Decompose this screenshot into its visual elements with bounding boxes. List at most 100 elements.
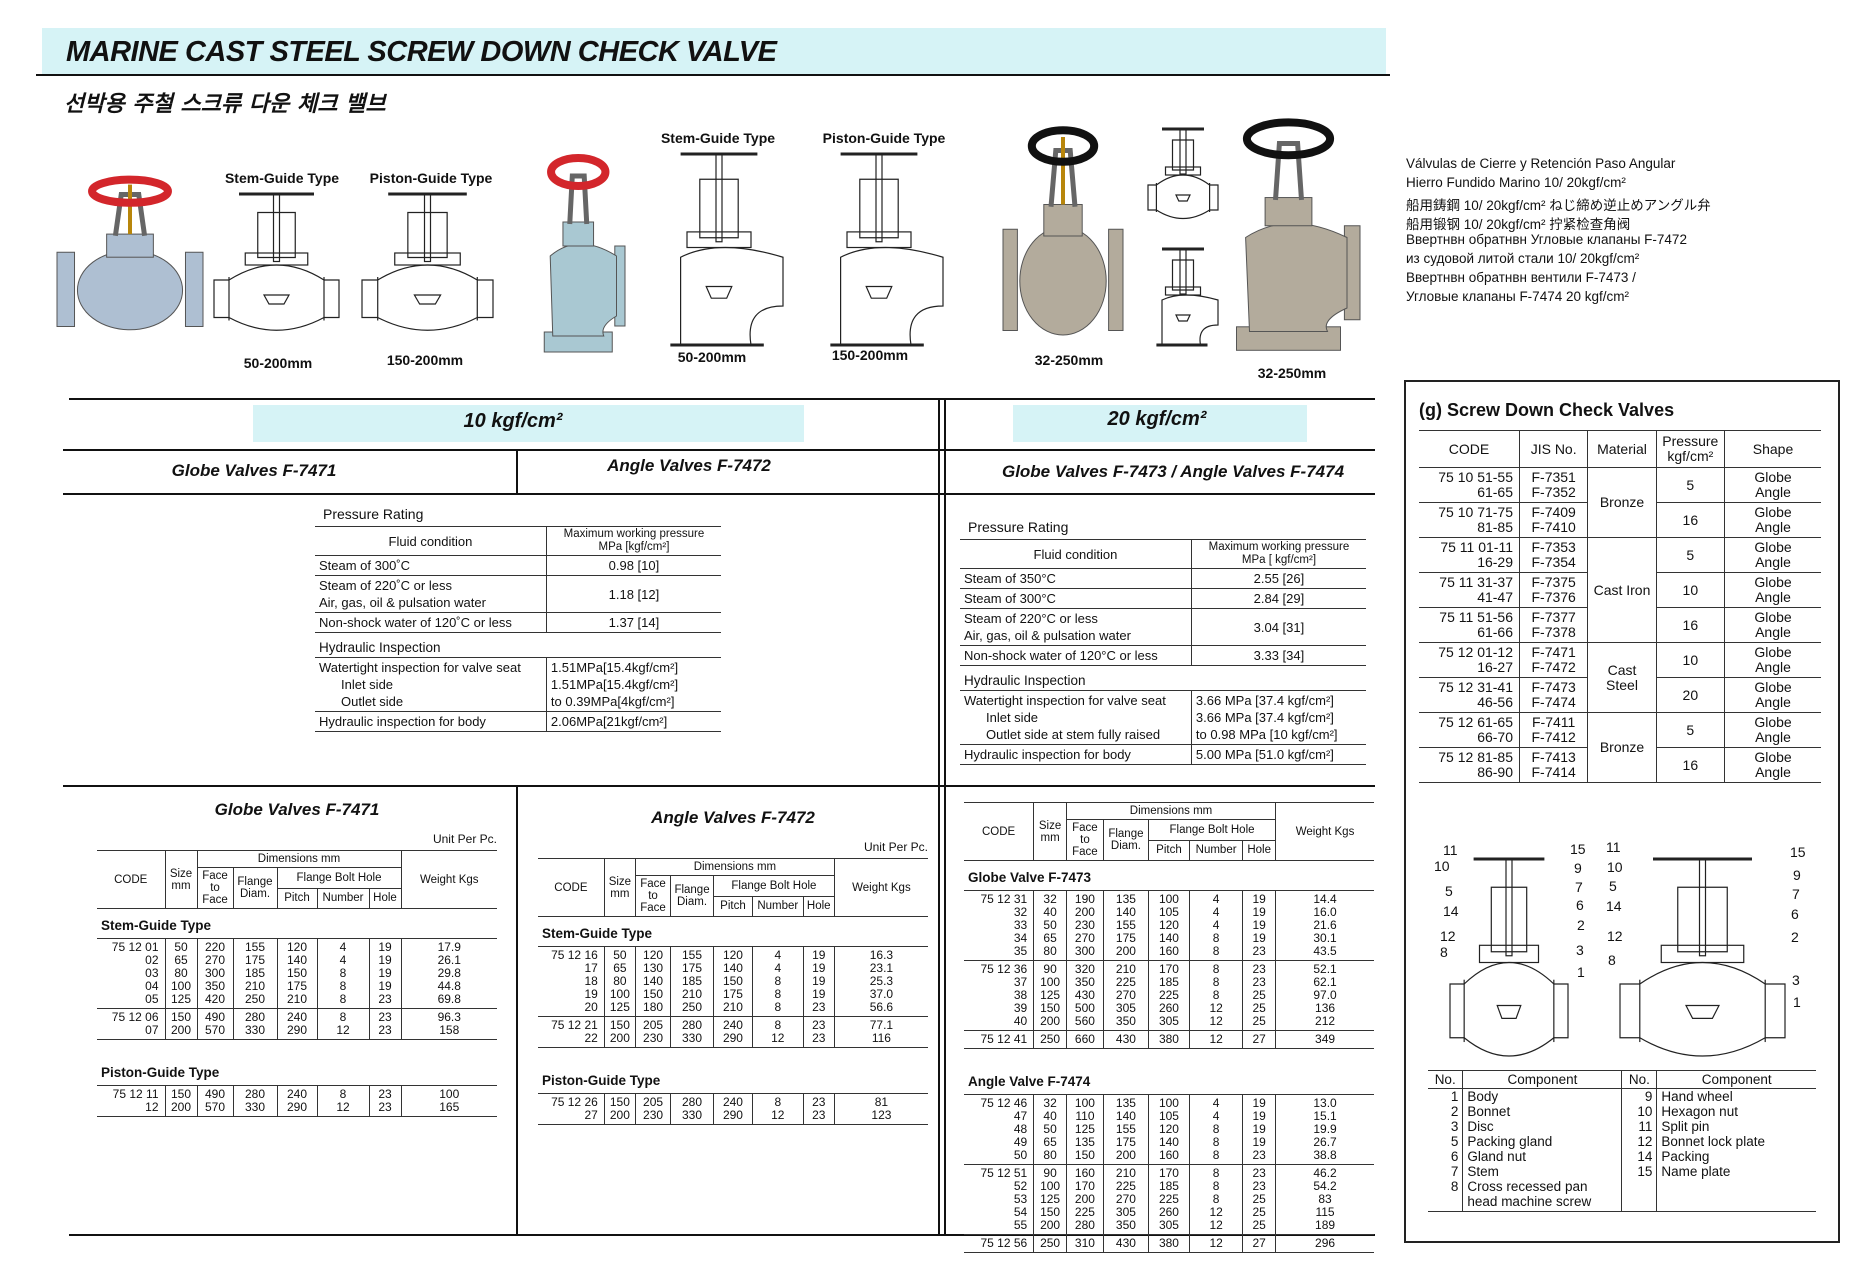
data-cell: 330	[670, 1032, 714, 1048]
data-cell: 52	[1013, 1179, 1028, 1193]
data-cell: 349	[1275, 1030, 1374, 1049]
component-row: 7 Stem 15 Name plate	[1428, 1164, 1816, 1179]
data-cell: 23.1	[833, 962, 928, 975]
pressure-band: 10 kgf/cm²	[463, 410, 563, 432]
code-line: 75 12 01-12	[1438, 644, 1513, 660]
picture-shape	[257, 211, 296, 259]
image-label: Piston-Guide Type	[369, 170, 493, 186]
section-row: Hydraulic Inspection	[960, 665, 1366, 691]
data-cell: 49	[1013, 1135, 1028, 1149]
shape-cell: Globe Angle	[1723, 502, 1821, 538]
picture-shape	[859, 178, 899, 239]
data-cell: 225	[1065, 1206, 1104, 1219]
dim-table: CODE Size mm Dimensions mm Weight Kgs Face t…	[97, 850, 497, 1117]
translation-line: 船用锻钢 10/ 20kgf/cm² 拧紧检查角阀	[1406, 217, 1631, 232]
data-cell: 23	[368, 1024, 401, 1040]
data-cell: 150	[276, 967, 317, 980]
data-cell: 260	[1147, 1206, 1190, 1219]
data-cell: 100	[1065, 1094, 1104, 1110]
data-cell: 05	[97, 993, 165, 1009]
image-label: 150-200mm	[386, 352, 464, 368]
picture-shape	[423, 193, 432, 263]
condition: Non-shock water of 120°C or less	[964, 648, 1158, 663]
group-title: Stem-Guide Type	[542, 926, 653, 941]
data-row: 75 11 51-56 61-66 F-7377 F-7378 16 Globe Angle	[1419, 607, 1821, 643]
data-cell: 210	[276, 993, 317, 1009]
group-row: Stem-Guide Type	[538, 917, 928, 947]
data-cell: 90	[1033, 960, 1067, 976]
inspection-value: 3.66 MPa [37.4 kgf/cm²] 3.66 MPa [37.4 kg…	[1190, 690, 1366, 745]
shape-line: Globe	[1754, 679, 1792, 695]
empty-cell	[1656, 1179, 1816, 1212]
picture-shape	[680, 246, 784, 346]
jis-line: F-7353	[1531, 539, 1576, 555]
data-cell: 120	[1147, 919, 1190, 932]
data-cell: 83	[1275, 1193, 1374, 1206]
callout: 15	[1790, 844, 1806, 860]
data-cell: 210	[232, 980, 277, 993]
pressure-row: Steam of 350°C 2.55 [26]	[960, 568, 1366, 589]
unit-note: Unit Per Pc.	[432, 832, 497, 846]
data-cell: 165	[400, 1101, 497, 1117]
data-cell: 100	[603, 988, 636, 1001]
picture-shape	[272, 193, 281, 263]
data-row: 02 65 270 175 140 4 19 26.1	[97, 954, 497, 967]
code-cell: 75 12 61-65 66-70	[1419, 712, 1520, 748]
data-row: 50 80 150 200 160 8 23 38.8	[964, 1149, 1374, 1165]
callout: 3	[1792, 972, 1800, 988]
data-cell: 65	[164, 954, 197, 967]
data-cell: 19	[1242, 890, 1276, 906]
data-cell: 150	[1033, 1206, 1067, 1219]
data-cell: 75 12 26	[538, 1093, 605, 1109]
component-no: 12	[1621, 1134, 1657, 1149]
data-cell: 8	[316, 1008, 369, 1024]
data-row: 18 80 140 185 150 8 19 25.3	[538, 975, 928, 988]
data-cell: 53	[1013, 1192, 1028, 1206]
data-cell: 19	[1242, 1094, 1276, 1110]
data-row: 34 65 270 175 140 8 19 30.1	[964, 932, 1374, 945]
callout: 10	[1607, 859, 1623, 875]
shape-line: Angle	[1755, 589, 1791, 605]
data-cell: 19	[368, 954, 401, 967]
image-label: 32-250mm	[1257, 365, 1327, 381]
condition-cell: Non-shock water of 120˚C or less	[315, 612, 547, 633]
picture-shape	[1677, 886, 1728, 953]
callout: 7	[1575, 879, 1583, 895]
data-cell: 8	[1188, 976, 1243, 989]
jis-cell: F-7409 F-7410	[1518, 502, 1588, 538]
data-cell: 200	[1102, 945, 1149, 961]
data-cell: 140	[276, 954, 317, 967]
data-cell: 80	[603, 975, 636, 988]
data-row: 03 80 300 185 150 8 19 29.8	[97, 967, 497, 980]
pressure-row: Non-shock water of 120˚C or less 1.37 [14…	[315, 612, 721, 633]
data-cell: 50	[1033, 1123, 1067, 1136]
data-cell: 25	[1242, 989, 1276, 1002]
head-row: Pitch Number Hole	[538, 896, 928, 917]
head-cell: Size mm	[603, 858, 636, 917]
component-no: 7	[1450, 1164, 1459, 1179]
data-cell: 135	[1102, 890, 1149, 906]
callout: 11	[1606, 839, 1621, 855]
band-10	[253, 405, 804, 442]
data-cell: 270	[1102, 989, 1149, 1002]
translation-line: Угловые клапаны F-7474 20 kgf/cm²	[1406, 289, 1629, 304]
data-cell: 155	[1102, 919, 1149, 932]
inspection-value: 5.00 MPa [51.0 kgf/cm²]	[1190, 744, 1366, 765]
data-cell: 200	[1065, 906, 1104, 919]
data-cell: 12	[1188, 1234, 1243, 1253]
picture-shape	[1027, 126, 1099, 166]
head-cell: Component	[1462, 1070, 1622, 1089]
pressure-title: Pressure Rating	[968, 519, 1069, 535]
picture-shape	[184, 251, 204, 327]
data-cell: 160	[1065, 1164, 1104, 1180]
data-cell: 150	[164, 1085, 197, 1101]
picture-shape	[1179, 128, 1187, 175]
data-cell: 105	[1147, 906, 1190, 919]
head-cell: Flange Diam.	[670, 875, 714, 917]
data-cell: 75 12 01	[97, 938, 165, 954]
data-cell: 50	[603, 946, 636, 962]
component-name: Gland nut	[1462, 1149, 1622, 1164]
component-no: 9	[1621, 1088, 1657, 1104]
